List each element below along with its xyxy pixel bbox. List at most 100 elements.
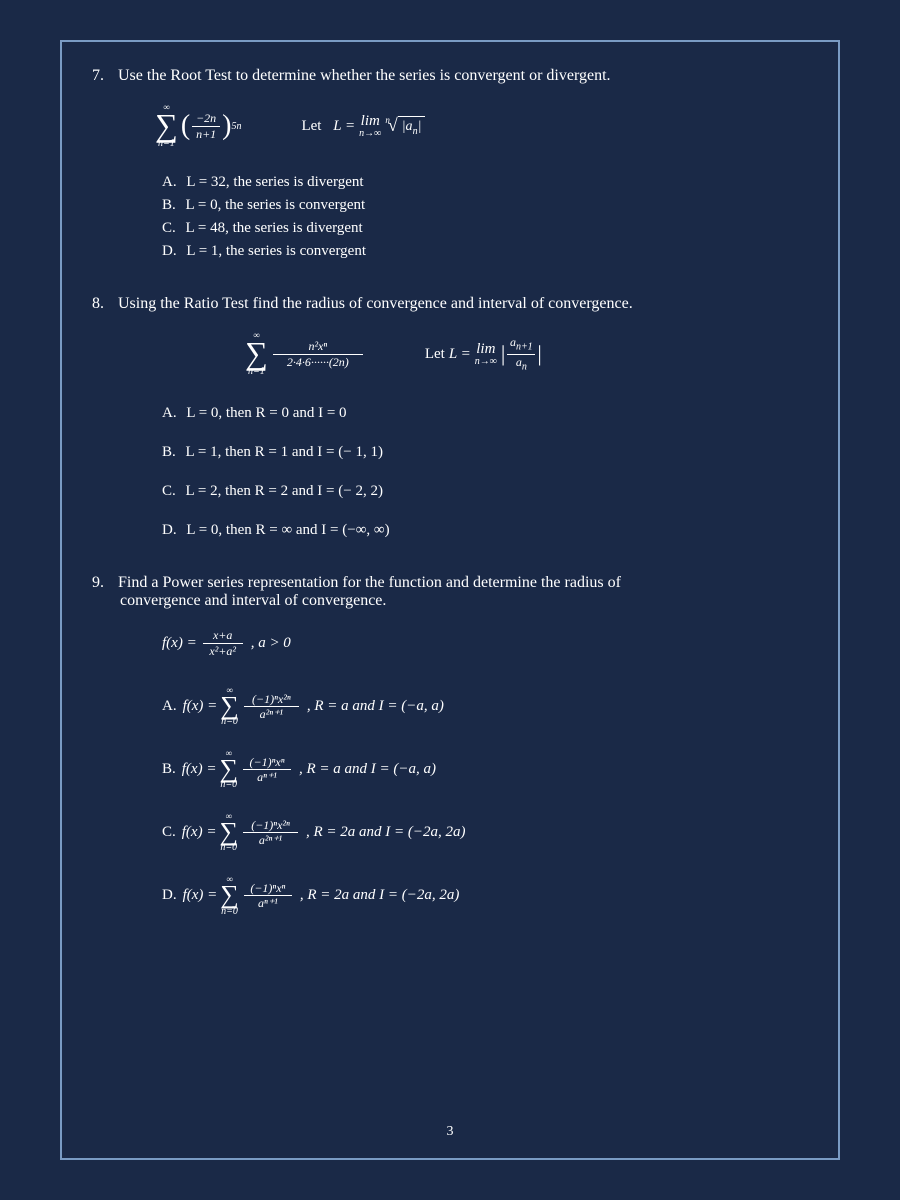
opt-letter-a: A.: [162, 405, 177, 422]
q9-c-prefix: f(x) =: [182, 824, 217, 841]
opt-letter-d: D.: [162, 522, 177, 539]
sigma-icon: ∞ ∑ n=0: [220, 875, 239, 916]
radical-icon: √: [388, 119, 398, 132]
abs-bar-left: |: [501, 343, 505, 365]
q9-sum-bottom: n=0: [220, 780, 237, 790]
sigma-symbol: ∑: [219, 758, 238, 780]
question-8: 8. Using the Ratio Test find the radius …: [92, 295, 808, 539]
q7-prompt-text: Use the Root Test to determine whether t…: [118, 67, 611, 84]
q8-lim-under: n→∞: [475, 357, 497, 367]
q7-root: n √ |an|: [385, 116, 425, 137]
q8-L: L =: [449, 346, 471, 363]
q8-a-text: L = 0, then R = 0 and I = 0: [186, 405, 346, 421]
q9-d-den: aⁿ⁺¹: [256, 896, 280, 910]
q7-term-frac: −2n n+1: [192, 111, 220, 141]
q8-term-frac: n²xⁿ 2·4·6······(2n): [273, 339, 363, 369]
q7-sum-bottom: n=1: [158, 139, 175, 149]
opt-letter-d: D.: [162, 243, 177, 260]
q7-let-expr: Let L = lim n→∞ n √ |an|: [301, 114, 425, 139]
q9-prompt: 9. Find a Power series representation fo…: [92, 574, 808, 610]
q8-options: A. L = 0, then R = 0 and I = 0 B. L = 1,…: [162, 405, 808, 539]
q9-c-num: (−1)ⁿx²ⁿ: [249, 818, 292, 832]
q7-lim: lim n→∞: [359, 114, 381, 139]
opt-letter-b: B.: [162, 761, 176, 778]
sigma-icon: ∞ ∑ n=0: [219, 749, 238, 790]
q8-ratio-den-sub: n: [522, 361, 527, 372]
q9-a-den: a²ⁿ⁺¹: [258, 707, 285, 721]
q8-number: 8.: [92, 295, 114, 313]
q7-root-arg-base: |a: [402, 119, 413, 134]
sigma-symbol: ∑: [219, 821, 238, 843]
q9-option-a: A. f(x) = ∞ ∑ n=0 (−1)ⁿx²ⁿ a²ⁿ⁺¹ , R = a…: [162, 686, 808, 727]
q9-a-rest: , R = a and I = (−a, a): [307, 698, 444, 715]
q8-term-den: 2·4·6······(2n): [285, 355, 351, 369]
q8-term-num: n²xⁿ: [306, 339, 329, 353]
q8-b-text: L = 1, then R = 1 and I = (− 1, 1): [186, 444, 383, 460]
sigma-symbol: ∑: [220, 695, 239, 717]
sigma-symbol: ∑: [220, 884, 239, 906]
q7-a-text: L = 32, the series is divergent: [186, 174, 363, 190]
q8-ratio-num-sub: n+1: [516, 342, 533, 353]
q9-a-prefix: f(x) =: [183, 698, 218, 715]
q7-prompt: 7. Use the Root Test to determine whethe…: [92, 67, 808, 85]
q7-options: A. L = 32, the series is divergent B. L …: [162, 174, 808, 260]
q7-lim-label: lim: [361, 114, 380, 129]
q9-d-rest: , R = 2a and I = (−2a, 2a): [300, 887, 460, 904]
q9-b-num: (−1)ⁿxⁿ: [248, 755, 287, 769]
q9-option-d: D. f(x) = ∞ ∑ n=0 (−1)ⁿxⁿ aⁿ⁺¹ , R = 2a …: [162, 875, 808, 916]
q9-c-den: a²ⁿ⁺¹: [257, 833, 284, 847]
q9-a-frac: (−1)ⁿx²ⁿ a²ⁿ⁺¹: [244, 692, 299, 722]
q8-formula-row: ∞ ∑ n=1 n²xⁿ 2·4·6······(2n) Let L = lim…: [242, 331, 808, 377]
opt-letter-a: A.: [162, 698, 177, 715]
q9-function: f(x) = x+a x²+a² , a > 0: [162, 628, 808, 658]
q9-a-num: (−1)ⁿx²ⁿ: [250, 692, 293, 706]
sigma-symbol: ∑: [155, 112, 178, 139]
q9-b-den: aⁿ⁺¹: [255, 770, 279, 784]
q8-ratio-frac: an+1 an: [507, 335, 535, 373]
q7-number: 7.: [92, 67, 114, 85]
q8-d-text: L = 0, then R = ∞ and I = (−∞, ∞): [186, 522, 389, 538]
q8-prompt-text: Using the Ratio Test find the radius of …: [118, 295, 633, 312]
q7-series: ∞ ∑ n=1 ( −2n n+1 ) 5n: [152, 103, 241, 149]
abs-bar-right: |: [537, 343, 541, 365]
q7-root-arg: |an|: [398, 116, 426, 137]
q7-term-exp: 5n: [231, 121, 241, 132]
q8-option-a: A. L = 0, then R = 0 and I = 0: [162, 405, 808, 422]
sigma-icon: ∞ ∑ n=1: [155, 103, 178, 149]
q8-ratio-den: an: [514, 355, 529, 373]
question-9: 9. Find a Power series representation fo…: [92, 574, 808, 916]
q9-prompt-line2: convergence and interval of convergence.: [120, 592, 808, 610]
q9-options: A. f(x) = ∞ ∑ n=0 (−1)ⁿx²ⁿ a²ⁿ⁺¹ , R = a…: [162, 686, 808, 916]
question-7: 7. Use the Root Test to determine whethe…: [92, 67, 808, 260]
q9-fx-lhs: f(x) =: [162, 635, 197, 652]
q7-let: Let: [301, 118, 321, 135]
q8-option-b: B. L = 1, then R = 1 and I = (− 1, 1): [162, 444, 808, 461]
q7-d-text: L = 1, the series is convergent: [186, 243, 366, 259]
q8-prompt: 8. Using the Ratio Test find the radius …: [92, 295, 808, 313]
q8-let: Let: [425, 346, 445, 363]
opt-letter-a: A.: [162, 174, 177, 191]
q9-b-frac: (−1)ⁿxⁿ aⁿ⁺¹: [243, 755, 291, 785]
q8-option-d: D. L = 0, then R = ∞ and I = (−∞, ∞): [162, 522, 808, 539]
q8-ratio-num: an+1: [508, 335, 535, 353]
q9-d-num: (−1)ⁿxⁿ: [248, 881, 287, 895]
opt-letter-c: C.: [162, 220, 176, 237]
q7-c-text: L = 48, the series is divergent: [186, 220, 363, 236]
q8-let-expr: Let L = lim n→∞ | an+1 an |: [425, 335, 542, 373]
opt-letter-c: C.: [162, 483, 176, 500]
q7-root-arg-tail: |: [418, 119, 422, 134]
q7-L: L =: [333, 118, 355, 135]
left-paren: (: [181, 112, 190, 140]
sigma-icon: ∞ ∑ n=0: [220, 686, 239, 727]
q8-sum-bottom: n=1: [248, 367, 265, 377]
q9-c-rest: , R = 2a and I = (−2a, 2a): [306, 824, 466, 841]
q8-lim-label: lim: [476, 342, 495, 357]
opt-letter-b: B.: [162, 444, 176, 461]
q9-option-b: B. f(x) = ∞ ∑ n=0 (−1)ⁿxⁿ aⁿ⁺¹ , R = a a…: [162, 749, 808, 790]
q8-abs: | an+1 an |: [501, 335, 542, 373]
sigma-icon: ∞ ∑ n=1: [245, 331, 268, 377]
q9-b-prefix: f(x) =: [182, 761, 217, 778]
sigma-symbol: ∑: [245, 340, 268, 367]
q9-prompt-line1: Find a Power series representation for t…: [118, 574, 621, 591]
q9-number: 9.: [92, 574, 114, 592]
